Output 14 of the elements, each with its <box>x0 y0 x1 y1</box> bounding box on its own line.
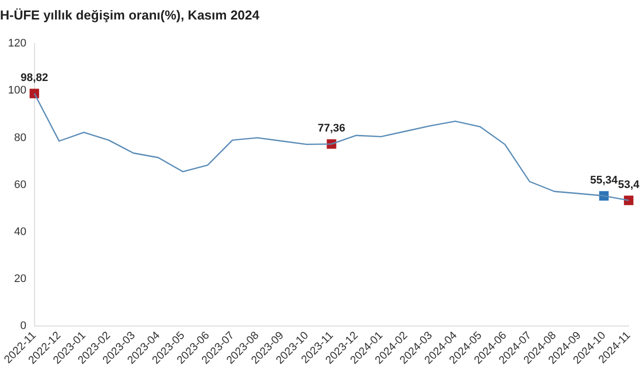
data-label: 98,82 <box>20 72 48 84</box>
y-tick-label: 0 <box>20 320 26 332</box>
point <box>624 196 634 206</box>
y-tick-label: 120 <box>8 38 26 50</box>
chart-title: H-ÜFE yıllık değişim oranı(%), Kasım 2024 <box>0 7 260 22</box>
point <box>30 88 40 98</box>
y-tick-label: 60 <box>14 178 26 191</box>
data-label: 53,4 <box>618 178 640 191</box>
y-tick-label: 40 <box>14 226 26 238</box>
y-tick-label: 20 <box>14 273 26 286</box>
y-tick-label: 80 <box>14 132 26 144</box>
data-label: 55,34 <box>590 174 619 186</box>
y-tick-label: 100 <box>8 84 26 97</box>
data-label: 77,36 <box>318 122 346 135</box>
